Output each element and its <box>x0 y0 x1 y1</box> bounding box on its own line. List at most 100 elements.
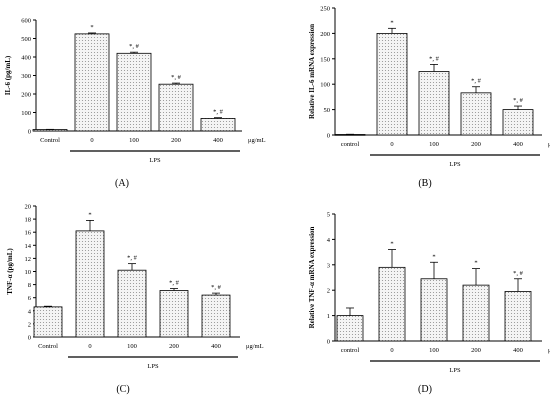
panel-label: (A) <box>115 178 129 189</box>
significance-label: * <box>432 253 435 260</box>
y-axis-title: TNF-α (pg/mL) <box>6 248 14 295</box>
x-tick-label: control <box>341 141 360 148</box>
x-tick-label: Control <box>40 137 60 144</box>
bar <box>32 129 68 132</box>
x-tick-label: 400 <box>213 137 223 144</box>
significance-label: *, # <box>211 284 222 291</box>
panel-label: (D) <box>418 384 432 395</box>
y-tick-label: 100 <box>320 82 330 89</box>
x-tick-label: 400 <box>513 347 523 354</box>
y-tick-label: 6 <box>28 295 32 302</box>
x-tick-label: 200 <box>471 141 481 148</box>
x-tick-label: 0 <box>90 137 93 144</box>
y-tick-label: 10 <box>25 269 32 276</box>
y-tick-label: 18 <box>25 217 32 224</box>
significance-label: *, # <box>129 43 140 50</box>
y-tick-label: 2 <box>327 288 330 295</box>
x-tick-label: 200 <box>169 343 179 350</box>
significance-label: *, # <box>171 74 182 81</box>
significance-label: *, # <box>127 255 138 262</box>
y-tick-label: 0 <box>327 133 330 140</box>
bar <box>462 284 490 342</box>
group-label: LPS <box>149 157 161 164</box>
y-tick-label: 300 <box>21 73 31 80</box>
y-tick-label: 4 <box>28 308 32 315</box>
bar <box>418 71 450 136</box>
x-tick-label: 0 <box>88 343 91 350</box>
bar <box>159 290 189 338</box>
x-tick-label: 200 <box>171 137 181 144</box>
significance-label: * <box>390 19 393 26</box>
significance-label: * <box>90 24 93 31</box>
y-tick-label: 200 <box>320 31 330 38</box>
y-tick-label: 150 <box>320 56 330 63</box>
bar <box>117 269 147 338</box>
x-tick-label: 100 <box>429 141 439 148</box>
bar <box>75 230 105 338</box>
panel-a: 0 100 200 300 400 500 600 IL-6 (pg/mL) Control * 0… <box>4 18 266 190</box>
bar <box>158 83 194 132</box>
y-axis-title: Relative IL-6 mRNA expression <box>308 24 316 119</box>
significance-label: *, # <box>471 78 482 85</box>
x-tick-label: 400 <box>211 343 221 350</box>
panel-b: 0 50 100 150 200 250 Relative IL-6 mRNA expres… <box>308 6 550 190</box>
y-axis-title: Relative TNF-α mRNA expression <box>308 226 316 328</box>
y-tick-label: 1 <box>327 313 330 320</box>
panel-c: 0 2 4 6 8 10 12 14 16 18 20 TNF-α (pg/mL) Control * 0 *… <box>6 204 264 396</box>
x-tick-label: 100 <box>129 137 139 144</box>
y-tick-label: 20 <box>25 204 32 211</box>
bar <box>201 294 231 338</box>
bar <box>502 109 534 136</box>
x-tick-label: 400 <box>513 141 523 148</box>
x-tick-label: control <box>341 347 360 354</box>
bar <box>33 306 63 338</box>
panel-d: 0 1 2 3 4 5 Relative TNF-α mRNA expression cont… <box>308 212 550 396</box>
bar <box>504 291 532 342</box>
y-tick-label: 250 <box>320 6 330 13</box>
y-tick-label: 14 <box>25 243 32 250</box>
x-tick-label: 100 <box>429 347 439 354</box>
bar <box>460 92 492 136</box>
significance-label: *, # <box>429 55 440 62</box>
bar <box>420 278 448 342</box>
y-tick-label: 0 <box>28 335 31 342</box>
y-tick-label: 100 <box>21 110 31 117</box>
y-tick-label: 400 <box>21 55 31 62</box>
significance-label: * <box>474 260 477 267</box>
y-tick-label: 2 <box>28 321 31 328</box>
bar <box>378 266 406 342</box>
unit-label: μg/mL <box>548 347 550 354</box>
significance-label: *, # <box>213 109 224 116</box>
y-tick-label: 8 <box>28 282 31 289</box>
significance-label: * <box>390 241 393 248</box>
y-tick-label: 50 <box>324 107 331 114</box>
x-tick-label: 0 <box>390 347 393 354</box>
panel-label: (C) <box>116 384 129 395</box>
y-axis-title: IL-6 (pg/mL) <box>4 55 12 95</box>
significance-label: *, # <box>169 280 180 287</box>
group-label: LPS <box>147 363 159 370</box>
y-tick-label: 200 <box>21 92 31 99</box>
y-tick-label: 5 <box>327 212 330 219</box>
x-tick-label: 100 <box>127 343 137 350</box>
x-tick-label: 200 <box>471 347 481 354</box>
group-label: LPS <box>449 161 461 168</box>
significance-label: *, # <box>513 270 524 277</box>
bar <box>376 33 408 136</box>
y-tick-label: 16 <box>25 230 32 237</box>
unit-label: μg/mL <box>248 137 266 144</box>
y-tick-label: 12 <box>25 256 32 263</box>
significance-label: * <box>88 211 91 218</box>
significance-label: *, # <box>513 97 524 104</box>
y-tick-label: 4 <box>327 237 331 244</box>
group-label: LPS <box>449 367 461 374</box>
y-tick-label: 500 <box>21 36 31 43</box>
unit-label: μg/mL <box>246 343 264 350</box>
x-tick-label: 0 <box>390 141 393 148</box>
unit-label: μg/mL <box>548 141 550 148</box>
bar <box>74 33 110 132</box>
panel-label: (B) <box>418 178 431 189</box>
y-tick-label: 3 <box>327 262 330 269</box>
y-tick-label: 0 <box>327 339 330 346</box>
